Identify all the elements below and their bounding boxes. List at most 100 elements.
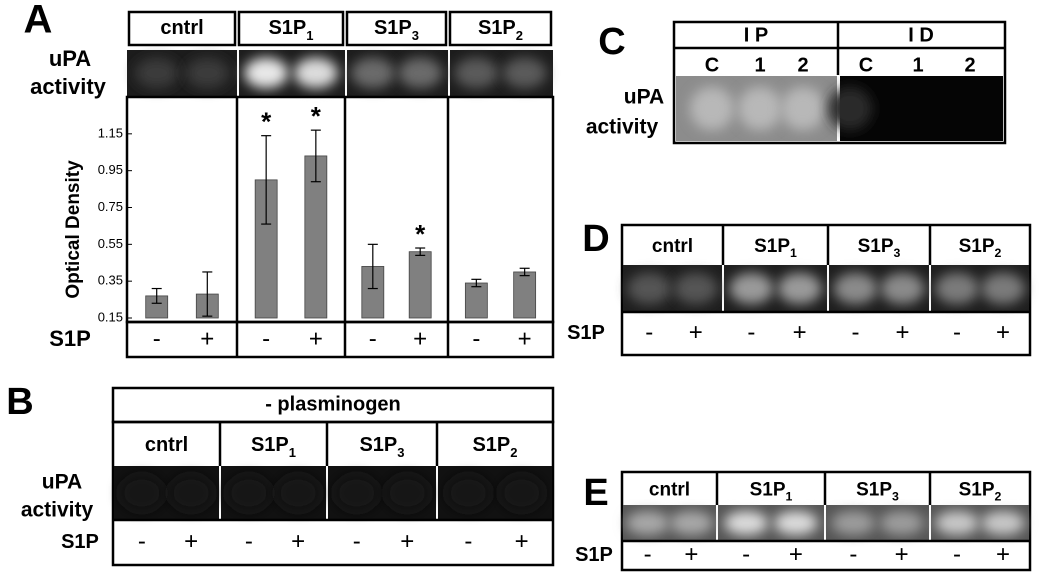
x-tick-label: + (518, 325, 532, 352)
gel-band (499, 475, 544, 511)
x-tick-label: + (200, 325, 214, 352)
group-header (448, 10, 553, 47)
gel-band (880, 272, 925, 305)
error-bar (519, 267, 530, 277)
error-bar (310, 129, 321, 183)
group-label: S1P3 (374, 17, 419, 43)
gel-band (276, 475, 321, 511)
x-tick-label: + (309, 325, 323, 352)
gel-band (981, 272, 1025, 305)
group-name: S1P (268, 17, 306, 39)
gel-band (729, 272, 774, 305)
group-subscript: 1 (306, 28, 313, 43)
group-subscript: 1 (790, 246, 797, 260)
group-name: S1P (959, 480, 995, 501)
group-label: cntrl (652, 236, 693, 257)
sign: - (353, 528, 361, 555)
group-label: S1P3 (359, 434, 404, 460)
panel-frame (111, 420, 555, 567)
error-bar (471, 278, 482, 288)
group-label: cntrl (145, 434, 188, 456)
sign: + (996, 319, 1010, 346)
sign-row (125, 320, 555, 359)
error-bar (202, 271, 213, 317)
gel-band (244, 57, 289, 89)
group-header (345, 10, 448, 47)
label: S1P (575, 544, 613, 566)
sign: - (138, 528, 146, 555)
group-name: S1P (750, 480, 786, 501)
label: B (6, 381, 33, 423)
significance-mark: * (311, 101, 322, 131)
x-tick-label: - (369, 325, 377, 352)
group-name: S1P (472, 434, 510, 456)
group-subscript: 2 (516, 28, 523, 43)
group-subscript: 3 (412, 28, 419, 43)
group-label: S1P3 (856, 480, 899, 504)
x-tick-label: - (472, 325, 480, 352)
group-subscript: 3 (892, 490, 899, 504)
significance-mark: * (415, 219, 426, 249)
lane-label: C (859, 54, 873, 76)
gel-band (119, 475, 164, 511)
gel-band (350, 57, 395, 89)
lane-label: 2 (797, 54, 808, 76)
gel-band (781, 86, 825, 131)
group-label: S1P2 (478, 17, 523, 43)
significance-mark: * (261, 107, 272, 137)
sign: - (464, 528, 472, 555)
gel-band (828, 86, 872, 131)
y-tick-label: 0.35 (98, 273, 123, 288)
group-subscript: 1 (289, 445, 296, 460)
sign: - (742, 541, 750, 568)
gel-band (502, 57, 547, 89)
group-name: S1P (251, 434, 289, 456)
sign: - (852, 319, 860, 346)
label: activity (586, 116, 659, 139)
group-subscript: 3 (894, 246, 901, 260)
label: uPA (42, 471, 82, 494)
group-name: S1P (374, 17, 412, 39)
gel-band (625, 511, 670, 535)
group-name: S1P (478, 17, 516, 39)
group-name: cntrl (649, 480, 690, 501)
sign: + (789, 541, 803, 568)
panel-frame (672, 20, 1007, 145)
gel-band (935, 272, 979, 305)
sign: + (895, 541, 909, 568)
gel-band (226, 475, 271, 511)
lane-label: C (705, 54, 719, 76)
sign: + (689, 319, 703, 346)
sign: + (895, 319, 909, 346)
y-tick-label: 1.15 (98, 125, 123, 140)
gel-band (669, 511, 714, 535)
group-subscript: 2 (995, 490, 1002, 504)
error-bar (415, 247, 426, 256)
y-axis-title: Optical Density (63, 160, 84, 299)
sign: - (849, 541, 857, 568)
sign: + (793, 319, 807, 346)
group-label: S1P1 (268, 17, 313, 43)
sign: + (291, 528, 305, 555)
gel-band (981, 511, 1025, 535)
group-label: S1P2 (472, 434, 517, 460)
group-subscript: 2 (510, 445, 517, 460)
gel-band (673, 272, 718, 305)
bar (464, 282, 488, 319)
gel-band (773, 511, 818, 535)
lane-label: 1 (754, 54, 765, 76)
gel-band (446, 475, 491, 511)
label: - plasminogen (265, 393, 401, 415)
label: S1P (49, 326, 91, 351)
group-name: S1P (858, 236, 894, 257)
gel-band (398, 57, 443, 89)
lane-label: 1 (912, 54, 923, 76)
label: uPA (624, 86, 664, 109)
label: E (583, 472, 608, 514)
sign: + (684, 541, 698, 568)
group-name: cntrl (652, 236, 693, 257)
gel-band (169, 475, 214, 511)
label: uPA (49, 46, 91, 71)
sign: - (953, 319, 961, 346)
label: C (598, 21, 625, 63)
